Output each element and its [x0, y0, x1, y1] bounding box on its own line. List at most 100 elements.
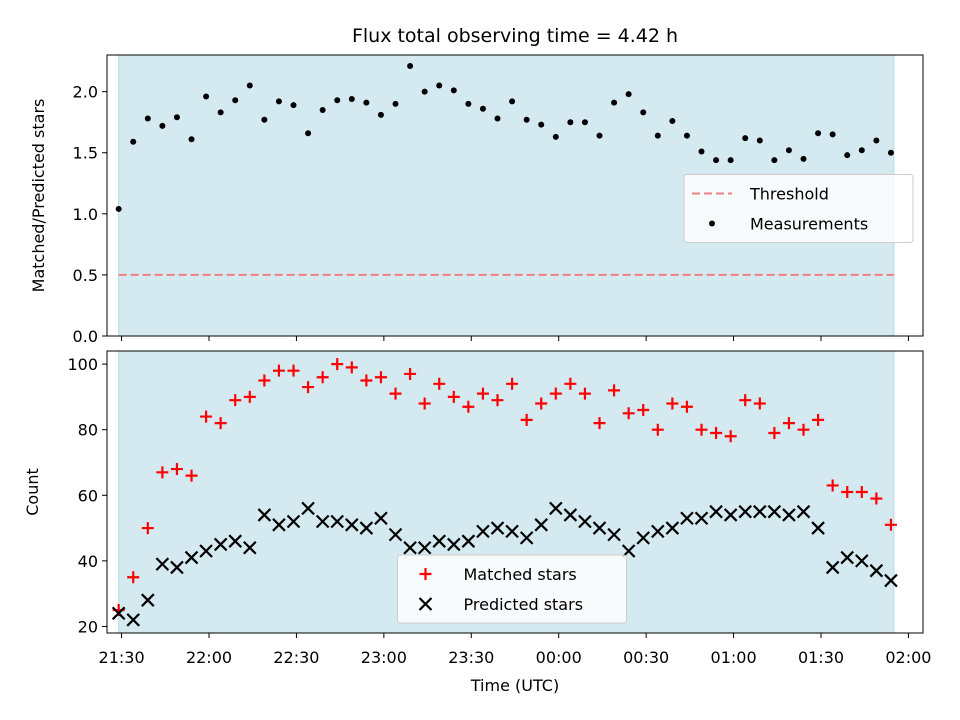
- data-point: [315, 514, 330, 529]
- axes-frame: [106, 54, 924, 337]
- data-point: [520, 413, 533, 426]
- data-point: [476, 387, 489, 400]
- legend-box: [397, 554, 627, 624]
- y-tick-label: 100: [67, 355, 98, 374]
- data-point: [578, 387, 591, 400]
- data-point: [581, 119, 588, 126]
- data-point: [694, 511, 709, 526]
- data-point: [855, 486, 868, 498]
- data-point: [316, 371, 329, 384]
- data-point: [184, 550, 199, 565]
- data-point: [797, 423, 810, 436]
- data-point: [607, 527, 621, 542]
- data-point: [870, 492, 883, 505]
- data-point: [669, 117, 676, 124]
- data-point: [246, 82, 253, 89]
- data-point: [596, 132, 603, 139]
- data-point: [812, 413, 825, 426]
- data-point: [331, 358, 344, 371]
- data-point: [272, 518, 286, 532]
- data-point: [111, 606, 126, 621]
- data-point: [272, 364, 285, 377]
- data-point: [334, 97, 341, 104]
- data-point: [228, 534, 243, 548]
- data-point: [418, 397, 431, 410]
- legend-marker: [418, 597, 433, 611]
- data-point: [447, 537, 461, 552]
- data-point: [710, 426, 723, 439]
- data-point: [738, 504, 753, 519]
- data-point: [301, 501, 315, 516]
- data-point: [185, 469, 198, 482]
- data-point: [666, 397, 679, 410]
- chart-title: Flux total observing time = 4.42 h: [352, 25, 678, 47]
- data-point: [374, 511, 388, 526]
- data-point: [345, 361, 358, 374]
- data-point: [447, 390, 460, 403]
- data-point: [491, 394, 504, 407]
- data-point: [768, 426, 781, 439]
- data-point: [363, 99, 370, 106]
- data-point: [753, 504, 767, 519]
- data-point: [141, 522, 154, 535]
- data-point: [800, 155, 807, 162]
- data-point: [855, 554, 869, 568]
- data-point: [494, 115, 501, 122]
- count-panel: 20 40 60 80 100 21:30 22:00 22:30 23:00 23:30 00:0…: [23, 350, 931, 667]
- data-point: [374, 371, 387, 384]
- legend-label: Measurements: [750, 215, 868, 234]
- data-point: [505, 524, 519, 539]
- data-point: [462, 400, 475, 413]
- data-point: [433, 377, 446, 390]
- ratio-panel: 0.0 0.5 1.0 1.5 2.0 Matched/Predicted stars Th…: [29, 54, 924, 346]
- legend-label: Matched stars: [464, 565, 577, 584]
- y-tick-label: 0.0: [73, 327, 98, 346]
- data-point: [680, 400, 693, 413]
- y-tick-label: 60: [78, 486, 98, 505]
- data-point: [203, 93, 210, 100]
- data-point: [392, 100, 399, 107]
- data-point: [549, 501, 563, 516]
- data-point: [785, 147, 792, 154]
- data-point: [651, 524, 665, 539]
- data-point: [173, 114, 180, 121]
- data-point: [815, 130, 822, 137]
- data-point: [319, 106, 326, 113]
- x-tick-label: 00:00: [536, 648, 582, 667]
- y-axis-label: Matched/Predicted stars: [29, 99, 48, 293]
- data-point: [506, 377, 519, 390]
- data-point: [829, 131, 836, 138]
- data-point: [695, 423, 708, 436]
- data-point: [869, 563, 884, 578]
- data-point: [519, 531, 534, 545]
- data-point: [884, 573, 898, 588]
- data-point: [243, 540, 257, 555]
- legend-box: [683, 174, 914, 243]
- data-point: [465, 100, 472, 107]
- data-point: [640, 109, 647, 116]
- data-point: [417, 540, 432, 555]
- data-point: [199, 544, 213, 558]
- data-point: [330, 514, 345, 529]
- data-point: [767, 504, 782, 519]
- y-tick-label: 1.5: [73, 144, 98, 163]
- data-point: [756, 137, 763, 144]
- data-point: [724, 430, 737, 443]
- data-point: [567, 119, 574, 126]
- y-tick-label: 80: [78, 421, 98, 440]
- data-point: [753, 397, 766, 410]
- data-point: [450, 87, 457, 94]
- x-tick-label: 01:30: [798, 648, 844, 667]
- data-point: [563, 508, 578, 522]
- data-point: [825, 560, 840, 575]
- data-point: [359, 521, 374, 535]
- x-tick-label: 23:30: [448, 648, 494, 667]
- y-tick-label: 2.0: [73, 83, 98, 102]
- x-axis-label: Time (UTC): [470, 676, 559, 695]
- data-point: [552, 133, 559, 140]
- data-point: [360, 374, 373, 387]
- x-tick-label: 02:00: [885, 648, 931, 667]
- x-tick-label: 22:30: [273, 648, 319, 667]
- data-point: [637, 404, 650, 417]
- axes-frame: [106, 350, 924, 634]
